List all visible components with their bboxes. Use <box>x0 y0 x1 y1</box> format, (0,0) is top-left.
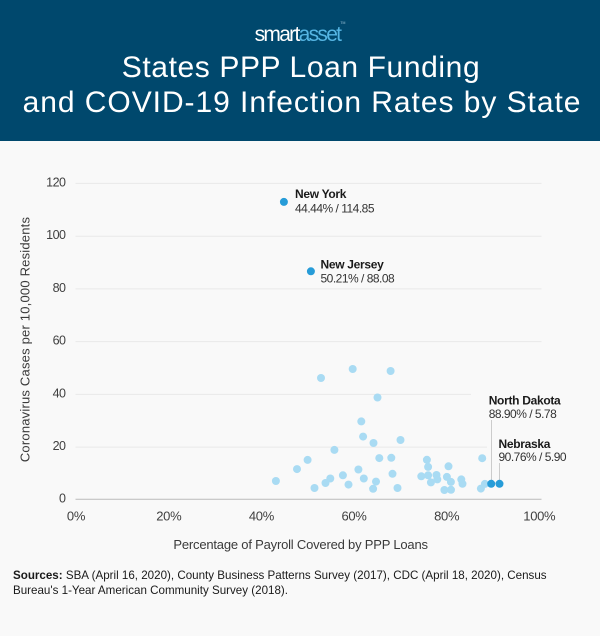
svg-text:40%: 40% <box>249 509 275 524</box>
svg-text:New Jersey: New Jersey <box>321 258 385 272</box>
svg-text:90.76% / 5.90: 90.76% / 5.90 <box>499 450 567 464</box>
svg-text:120: 120 <box>46 175 66 189</box>
svg-text:60: 60 <box>53 334 66 348</box>
svg-text:50.21% / 88.08: 50.21% / 88.08 <box>321 272 396 286</box>
svg-text:100: 100 <box>46 228 66 242</box>
svg-text:Nebraska: Nebraska <box>499 437 551 451</box>
svg-text:20: 20 <box>53 439 66 453</box>
svg-text:40: 40 <box>53 386 66 400</box>
svg-text:60%: 60% <box>341 509 367 524</box>
svg-text:North Dakota: North Dakota <box>489 394 561 408</box>
svg-text:88.90% / 5.78: 88.90% / 5.78 <box>489 407 557 421</box>
svg-text:New York: New York <box>295 187 347 201</box>
svg-text:80%: 80% <box>434 509 460 524</box>
svg-text:20%: 20% <box>156 509 182 524</box>
svg-text:80: 80 <box>53 281 66 295</box>
svg-text:Percentage of Payroll Covered: Percentage of Payroll Covered by PPP Loa… <box>173 537 428 552</box>
svg-text:Coronavirus Cases per 10,000 R: Coronavirus Cases per 10,000 Residents <box>18 217 33 463</box>
svg-text:0%: 0% <box>67 509 86 524</box>
svg-text:0: 0 <box>59 491 66 505</box>
svg-text:44.44% / 114.85: 44.44% / 114.85 <box>295 202 375 216</box>
svg-text:100%: 100% <box>523 509 556 524</box>
